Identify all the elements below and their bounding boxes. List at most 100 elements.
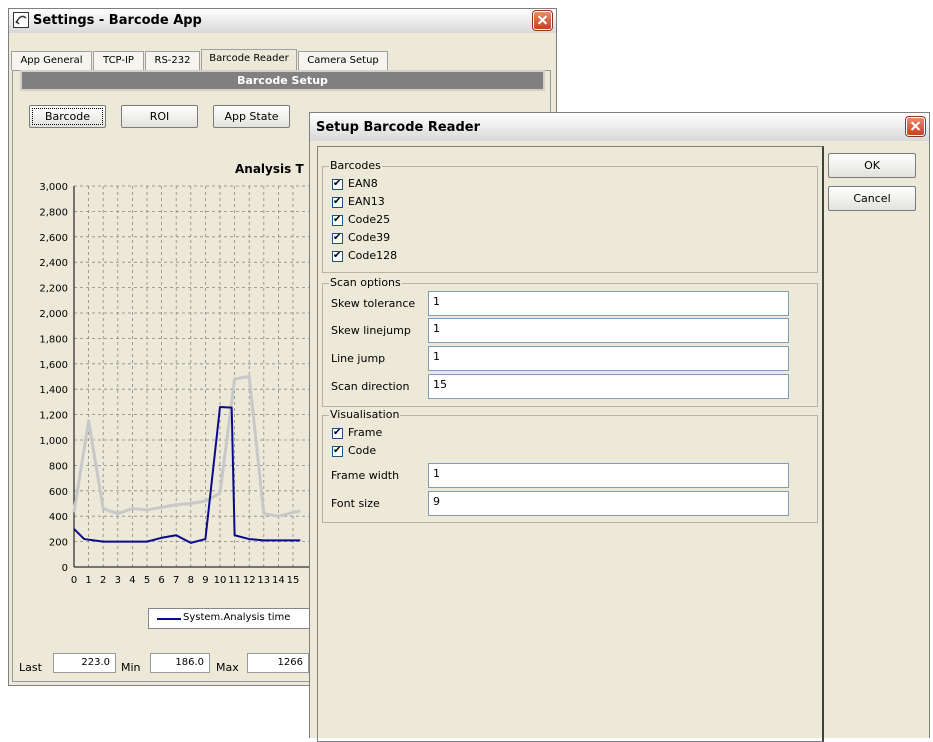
ok-button[interactable]: OK — [828, 153, 916, 178]
x-tick-label: 15 — [287, 575, 300, 586]
tab-tcp-ip[interactable]: TCP-IP — [93, 51, 144, 70]
y-tick-label: 2,800 — [39, 207, 68, 218]
series-analysis-time-line — [73, 405, 301, 544]
tab-camera-setup[interactable]: Camera Setup — [298, 51, 388, 70]
scan-direction-input[interactable]: 15 — [428, 374, 789, 399]
x-tick-label: 5 — [144, 575, 150, 586]
scan-options-group-label: Scan options — [329, 276, 402, 289]
y-tick-label: 1,000 — [39, 436, 68, 447]
last-value: 223.0 — [53, 653, 116, 673]
x-tick-label: 14 — [272, 575, 285, 586]
chart-title: Analysis T — [235, 162, 304, 176]
max-label: Max — [216, 661, 239, 674]
window-title: Settings - Barcode App — [33, 13, 202, 28]
cancel-button-label: Cancel — [853, 192, 891, 205]
dialog-titlebar: Setup Barcode Reader — [310, 113, 929, 141]
x-tick-label: 13 — [257, 575, 270, 586]
y-tick-label: 0 — [62, 563, 68, 574]
y-tick-label: 2,400 — [39, 258, 68, 269]
x-tick-label: 7 — [173, 575, 179, 586]
checkbox-icon — [332, 231, 343, 245]
y-tick-label: 2,000 — [39, 309, 68, 320]
app-icon — [13, 12, 29, 28]
x-tick-label: 6 — [158, 575, 164, 586]
code-label: Code — [348, 444, 377, 457]
line-jump-input[interactable]: 1 — [428, 346, 789, 371]
barcodes-group-label: Barcodes — [329, 159, 382, 172]
y-tick-label: 1,200 — [39, 411, 68, 422]
ok-button-label: OK — [864, 159, 880, 172]
barcode-button-label: Barcode — [44, 110, 91, 123]
scan-direction-label: Scan direction — [331, 380, 410, 393]
checkbox-icon — [332, 426, 343, 440]
y-tick-label: 800 — [49, 461, 68, 472]
tab-rs-232[interactable]: RS-232 — [145, 51, 200, 70]
x-tick-label: 8 — [188, 575, 194, 586]
barcode-code25-label: Code25 — [348, 213, 391, 226]
x-tick-label: 3 — [115, 575, 121, 586]
y-tick-label: 1,400 — [39, 385, 68, 396]
app-state-button[interactable]: App State — [213, 105, 290, 128]
cancel-button[interactable]: Cancel — [828, 186, 916, 211]
app-state-button-label: App State — [224, 110, 279, 123]
y-tick-label: 200 — [49, 538, 68, 549]
analysis-chart: 0 200 400 600 800 1,000 1,200 1,400 1,600 1,800 2,… — [39, 162, 310, 586]
visualisation-group-label: Visualisation — [329, 408, 401, 421]
section-header: Barcode Setup — [20, 70, 545, 91]
roi-button[interactable]: ROI — [121, 105, 198, 128]
settings-titlebar: Settings - Barcode App — [9, 9, 556, 33]
min-value: 186.0 — [150, 653, 210, 673]
y-tick-label: 1,600 — [39, 360, 68, 371]
barcode-code39-label: Code39 — [348, 231, 391, 244]
x-tick-label: 9 — [202, 575, 208, 586]
close-button[interactable] — [532, 10, 553, 31]
line-jump-label: Line jump — [331, 352, 386, 365]
barcode-button[interactable]: Barcode — [29, 105, 106, 128]
x-tick-label: 12 — [243, 575, 256, 586]
x-tick-label: 0 — [71, 575, 77, 586]
roi-button-label: ROI — [149, 110, 170, 123]
barcode-ean8-label: EAN8 — [348, 177, 378, 190]
y-tick-label: 400 — [49, 512, 68, 523]
y-tick-label: 1,800 — [39, 334, 68, 345]
skew-tolerance-input[interactable]: 1 — [428, 291, 789, 316]
min-label: Min — [121, 661, 141, 674]
dialog-title: Setup Barcode Reader — [316, 120, 480, 135]
checkbox-icon — [332, 177, 343, 191]
skew-tolerance-label: Skew tolerance — [331, 297, 416, 310]
barcode-code128-label: Code128 — [348, 249, 398, 262]
checkbox-icon — [332, 249, 343, 263]
legend-label: System.Analysis time — [183, 612, 291, 623]
y-tick-label: 2,600 — [39, 233, 68, 244]
y-tick-label: 2,200 — [39, 284, 68, 295]
setup-dialog: Setup Barcode Reader OK Cancel Barcodes … — [309, 112, 930, 742]
section-header-label: Barcode Setup — [237, 74, 328, 87]
tab-barcode-reader[interactable]: Barcode Reader — [201, 49, 297, 71]
checkbox-icon — [332, 444, 343, 458]
barcode-ean13-label: EAN13 — [348, 195, 385, 208]
visualisation-group: Visualisation — [322, 408, 818, 523]
font-size-label: Font size — [331, 497, 380, 510]
tab-app-general[interactable]: App General — [11, 51, 92, 70]
barcodes-group: Barcodes — [322, 159, 818, 273]
y-tick-label: 3,000 — [39, 182, 68, 193]
frame-width-label: Frame width — [331, 469, 400, 482]
chart-legend: System.Analysis time — [148, 608, 323, 629]
checkbox-icon — [332, 213, 343, 227]
x-tick-label: 11 — [228, 575, 241, 586]
skew-linejump-label: Skew linejump — [331, 324, 411, 337]
last-label: Last — [19, 661, 42, 674]
frame-label: Frame — [348, 426, 383, 439]
dialog-close-button[interactable] — [905, 116, 926, 137]
x-tick-label: 4 — [129, 575, 135, 586]
frame-width-input[interactable]: 1 — [428, 463, 789, 488]
x-tick-label: 1 — [85, 575, 91, 586]
legend-line-icon — [157, 618, 181, 620]
max-value: 1266 — [247, 653, 309, 673]
scan-options-group: Scan options — [322, 276, 818, 407]
font-size-input[interactable]: 9 — [428, 491, 789, 516]
checkbox-icon — [332, 195, 343, 209]
x-tick-label: 10 — [214, 575, 227, 586]
skew-linejump-input[interactable]: 1 — [428, 318, 789, 343]
series-grey-line — [72, 375, 301, 518]
